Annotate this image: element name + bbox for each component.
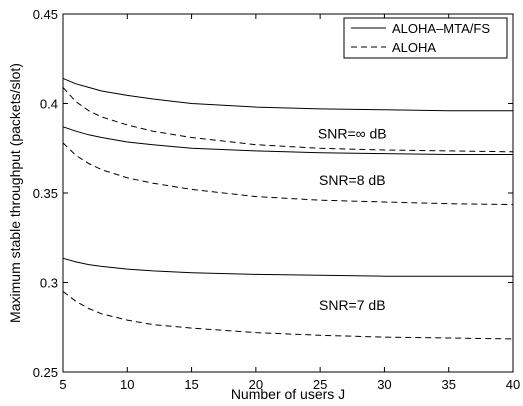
series-line-2-solid — [62, 126, 513, 155]
x-tick-label: 15 — [184, 377, 198, 392]
x-tick-label: 5 — [59, 377, 66, 392]
legend-label-aloha-mta-fs: ALOHA–MTA/FS — [392, 21, 490, 36]
snr-annotation: SNR=8 dB — [319, 172, 386, 188]
x-tick-label: 20 — [249, 377, 263, 392]
annotation-layer: SNR=∞ dB SNR=8 dB SNR=7 dB — [318, 125, 387, 313]
series-line-4-solid — [62, 257, 513, 277]
legend: ALOHA–MTA/FS ALOHA — [343, 17, 508, 59]
y-tick-label: 0.45 — [33, 7, 58, 22]
y-tick-label: 0.35 — [33, 186, 58, 201]
x-axis-title: Number of users J — [231, 386, 345, 402]
y-tick-label: 0.4 — [40, 97, 58, 112]
plot-area — [62, 13, 514, 373]
series-line-0-solid — [62, 77, 513, 112]
y-axis-title: Maximum stable throughput (packets/slot) — [7, 63, 23, 323]
x-tick-label: 25 — [313, 377, 327, 392]
y-tick-label: 0.3 — [40, 276, 58, 291]
x-tick-label: 35 — [441, 377, 455, 392]
series-layer — [62, 77, 514, 340]
legend-box — [343, 17, 508, 59]
x-tick-label: 30 — [377, 377, 391, 392]
y-tick-label: 0.25 — [33, 365, 58, 380]
snr-annotation: SNR=7 dB — [319, 297, 386, 313]
x-tick-label: 10 — [120, 377, 134, 392]
series-line-3-dashed — [62, 142, 514, 206]
legend-label-aloha: ALOHA — [392, 40, 436, 55]
x-tick-label: 40 — [506, 377, 520, 392]
series-line-1-dashed — [62, 87, 514, 153]
snr-annotation: SNR=∞ dB — [318, 125, 387, 141]
ticks-layer: 5 10 15 20 25 30 35 40 0.25 0.3 0.35 0.4 0.45 — [33, 7, 521, 392]
